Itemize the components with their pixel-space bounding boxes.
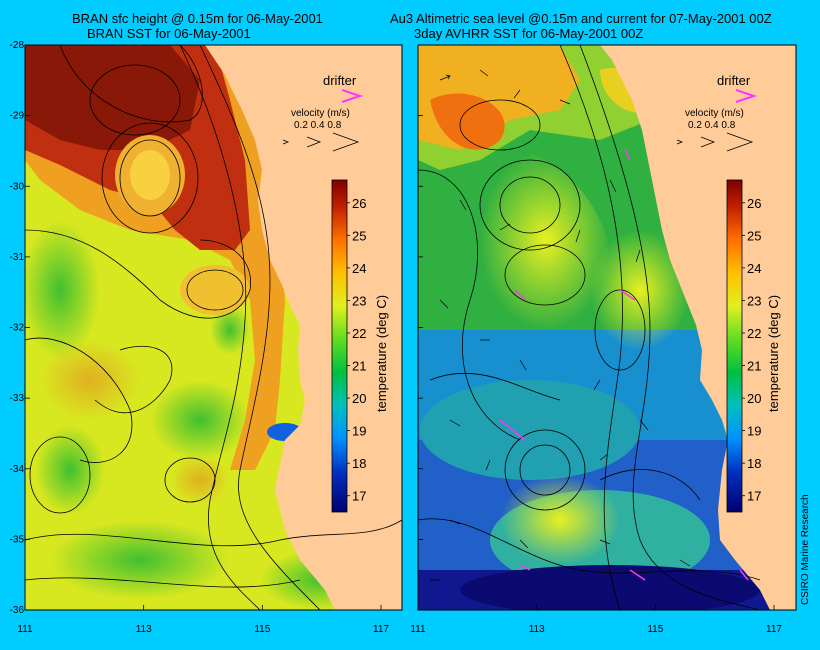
lon-tick-label: 113: [529, 624, 545, 635]
colorbar-tick-label: 19: [747, 424, 761, 439]
colorbar-tick-label: 17: [352, 489, 366, 504]
colorbar-tick-label: 22: [747, 326, 761, 341]
colorbar-tick-label: 24: [747, 261, 761, 276]
colorbar-tick-label: 20: [747, 391, 761, 406]
right-longitude-axis: 111 113 115 117: [410, 605, 782, 635]
left-title-line1: BRAN sfc height @ 0.15m for 06-May-2001: [72, 11, 323, 26]
left-colorbar-gradient: [331, 179, 348, 513]
colorbar-tick-label: 25: [747, 228, 761, 243]
lat-tick-label: -36: [10, 605, 25, 616]
lat-tick-label: -28: [10, 40, 25, 51]
lon-tick-label: 115: [254, 624, 270, 635]
lon-tick-label: 111: [17, 624, 33, 635]
credit-text: CSIRO Marine Research: [800, 494, 811, 605]
lon-tick-label: 115: [647, 624, 663, 635]
left-longitude-axis: 111 113 115 117: [17, 605, 389, 635]
right-drifter-arrow: [735, 89, 758, 103]
right-colorbar: 26 25 24 23 22 21 20 19 18 17: [726, 179, 761, 513]
left-drifter-label: drifter: [323, 73, 357, 88]
right-title-line1: Au3 Altimetric sea level @0.15m and curr…: [390, 11, 772, 26]
left-legend: drifter velocity (m/s) 0.2 0.4 0.8: [282, 73, 364, 152]
left-title-line2: BRAN SST for 06-May-2001: [87, 26, 251, 41]
left-velocity-values: 0.2 0.4 0.8: [294, 120, 342, 131]
latitude-axis: -28 -29 -30 -31 -32 -33 -34 -35 -36: [10, 40, 423, 616]
colorbar-tick-label: 21: [747, 359, 761, 374]
right-velocity-label: velocity (m/s): [685, 108, 744, 119]
left-green-patch: [25, 220, 100, 360]
colorbar-tick-label: 20: [352, 391, 366, 406]
lat-tick-label: -35: [10, 534, 25, 545]
colorbar-tick-label: 26: [352, 196, 366, 211]
colorbar-tick-label: 26: [747, 196, 761, 211]
lat-tick-label: -30: [10, 181, 25, 192]
left-drifter-arrow: [341, 89, 364, 103]
lon-tick-label: 117: [373, 624, 389, 635]
right-contours: [418, 45, 761, 610]
lat-tick-label: -32: [10, 323, 25, 334]
lat-tick-label: -31: [10, 252, 25, 263]
right-colorbar-gradient: [726, 179, 743, 513]
colorbar-tick-label: 18: [747, 456, 761, 471]
lat-tick-label: -33: [10, 393, 25, 404]
colorbar-tick-label: 22: [352, 326, 366, 341]
lon-tick-label: 117: [766, 624, 782, 635]
right-map-panel: [418, 45, 796, 610]
left-velocity-label: velocity (m/s): [291, 108, 350, 119]
lat-tick-label: -34: [10, 464, 25, 475]
left-map-panel: [25, 45, 402, 610]
right-velocity-arrows: [676, 132, 754, 152]
lat-tick-label: -29: [10, 111, 25, 122]
colorbar-tick-label: 24: [352, 261, 366, 276]
right-drifter-tracks: [499, 149, 749, 581]
right-velocity-values: 0.2 0.4 0.8: [688, 120, 736, 131]
colorbar-tick-label: 23: [352, 293, 366, 308]
colorbar-tick-label: 21: [352, 359, 366, 374]
right-land: [600, 45, 796, 610]
colorbar-tick-label: 18: [352, 456, 366, 471]
left-colorbar-label: temperature (deg C): [374, 295, 389, 412]
left-contours: [25, 45, 402, 610]
colorbar-tick-label: 23: [747, 293, 761, 308]
right-drifter-label: drifter: [717, 73, 751, 88]
colorbar-tick-label: 19: [352, 424, 366, 439]
right-current-vectors: [430, 69, 691, 581]
colorbar-tick-label: 17: [747, 489, 761, 504]
colorbar-tick-label: 25: [352, 228, 366, 243]
left-land: [205, 45, 402, 610]
left-velocity-arrows: [282, 132, 360, 152]
right-legend: drifter velocity (m/s) 0.2 0.4 0.8: [676, 73, 758, 152]
lon-tick-label: 113: [136, 624, 152, 635]
left-colorbar: 26 25 24 23 22 21 20 19 18 17: [331, 179, 366, 513]
right-title-line2: 3day AVHRR SST for 06-May-2001 00Z: [414, 26, 644, 41]
lon-tick-label: 111: [410, 624, 426, 635]
right-colorbar-label: temperature (deg C): [766, 295, 781, 412]
